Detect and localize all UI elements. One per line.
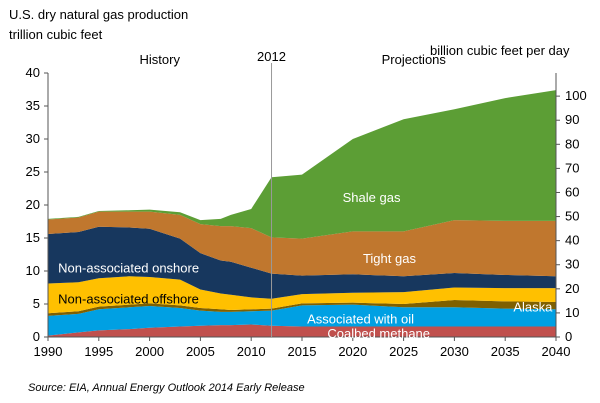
series-label-tight-gas: Tight gas [363, 251, 416, 266]
right-tick-label: 50 [565, 209, 579, 224]
left-tick-label: 15 [26, 230, 40, 245]
right-tick-label: 40 [565, 233, 579, 248]
right-tick-label: 100 [565, 88, 587, 103]
x-tick-label: 2015 [288, 344, 317, 359]
series-label-alaska: Alaska [513, 300, 553, 315]
x-tick-label: 2035 [491, 344, 520, 359]
right-tick-label: 80 [565, 136, 579, 151]
right-tick-label: 20 [565, 281, 579, 296]
x-tick-label: 2010 [237, 344, 266, 359]
x-tick-label: 1995 [84, 344, 113, 359]
series-label-shale-gas: Shale gas [343, 190, 401, 205]
right-tick-label: 60 [565, 184, 579, 199]
area-alaska [48, 300, 556, 316]
source-note: Source: EIA, Annual Energy Outlook 2014 … [28, 382, 305, 394]
left-tick-label: 20 [26, 197, 40, 212]
area-shale-gas [48, 90, 556, 239]
left-tick-label: 10 [26, 263, 40, 278]
area-non-associated-onshore [48, 226, 556, 299]
x-tick-label: 2000 [135, 344, 164, 359]
x-tick-label: 2040 [542, 344, 571, 359]
right-tick-label: 70 [565, 160, 579, 175]
right-tick-label: 10 [565, 305, 579, 320]
series-label-non-associated-onshore: Non-associated onshore [58, 261, 199, 276]
x-tick-label: 1990 [34, 344, 63, 359]
right-tick-label: 90 [565, 112, 579, 127]
history-label: History [140, 52, 181, 67]
projections-label: Projections [382, 52, 447, 67]
left-tick-label: 35 [26, 98, 40, 113]
left-axis-unit-label: trillion cubic feet [9, 27, 103, 42]
x-tick-label: 2005 [186, 344, 215, 359]
x-tick-label: 2025 [389, 344, 418, 359]
right-tick-label: 30 [565, 257, 579, 272]
area-tight-gas [48, 211, 556, 277]
left-tick-label: 30 [26, 131, 40, 146]
area-coalbed-methane [48, 324, 556, 337]
series-label-non-associated-offshore: Non-associated offshore [58, 292, 199, 307]
divider-label: 2012 [257, 49, 286, 64]
left-tick-label: 5 [33, 296, 40, 311]
x-tick-label: 2030 [440, 344, 469, 359]
series-label-associated-with-oil: Associated with oil [307, 312, 414, 327]
x-tick-label: 2020 [338, 344, 367, 359]
right-axis-unit-label: billion cubic feet per day [430, 43, 570, 58]
area-non-associated-offshore [48, 276, 556, 314]
series-label-coalbed-methane: Coalbed methane [327, 326, 430, 341]
left-tick-label: 25 [26, 164, 40, 179]
left-tick-label: 40 [26, 65, 40, 80]
right-tick-label: 0 [565, 329, 572, 344]
left-tick-label: 0 [33, 329, 40, 344]
area-associated-with-oil [48, 304, 556, 336]
chart-title: U.S. dry natural gas production [9, 7, 189, 22]
